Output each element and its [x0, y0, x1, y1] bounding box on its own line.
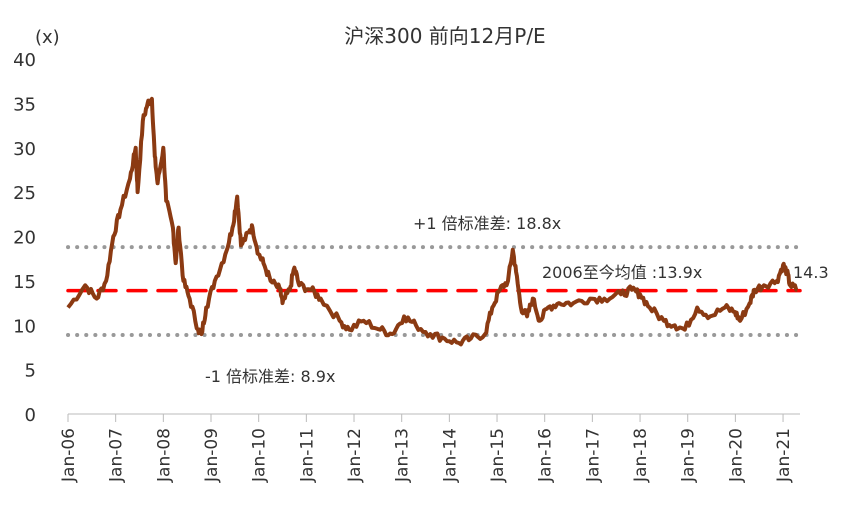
y-tick-label: 30 [13, 139, 36, 160]
end-value-label: 14.3 [793, 263, 829, 282]
x-tick-label: Jan-13 [393, 428, 413, 483]
y-tick-label: 40 [13, 50, 36, 71]
y-tick-label: 10 [13, 316, 36, 337]
x-tick-label: Jan-15 [488, 428, 508, 483]
chart-title: 沪深300 前向12月P/E [344, 24, 545, 48]
y-tick-label: 35 [13, 94, 36, 115]
y-tick-label: 15 [13, 272, 36, 293]
x-tick-label: Jan-07 [107, 428, 127, 483]
x-tick-label: Jan-11 [297, 428, 317, 483]
x-tick-label: Jan-16 [536, 428, 556, 483]
x-tick-label: Jan-17 [583, 428, 603, 483]
y-tick-label: 5 [25, 361, 36, 382]
x-tick-label: Jan-14 [440, 428, 460, 483]
x-tick-label: Jan-12 [345, 428, 365, 483]
y-axis-unit: (x) [35, 27, 60, 48]
x-tick-label: Jan-06 [59, 428, 79, 483]
mean-label: 2006至今均值 :13.9x [542, 263, 702, 282]
minus-1-std-label: -1 倍标准差: 8.9x [205, 367, 335, 386]
x-tick-label: Jan-18 [631, 428, 651, 483]
x-tick-label: Jan-08 [154, 428, 174, 483]
pe-series-line [66, 96, 799, 347]
x-tick-label: Jan-20 [726, 428, 746, 483]
x-tick-label: Jan-10 [250, 428, 270, 483]
y-tick-label: 0 [25, 405, 36, 426]
y-tick-label: 25 [13, 183, 36, 204]
x-tick-label: Jan-21 [774, 428, 794, 483]
x-tick-label: Jan-09 [202, 428, 222, 483]
plus-1-std-label: +1 倍标准差: 18.8x [413, 214, 561, 233]
y-tick-label: 20 [13, 228, 36, 249]
x-tick-label: Jan-19 [679, 428, 699, 483]
